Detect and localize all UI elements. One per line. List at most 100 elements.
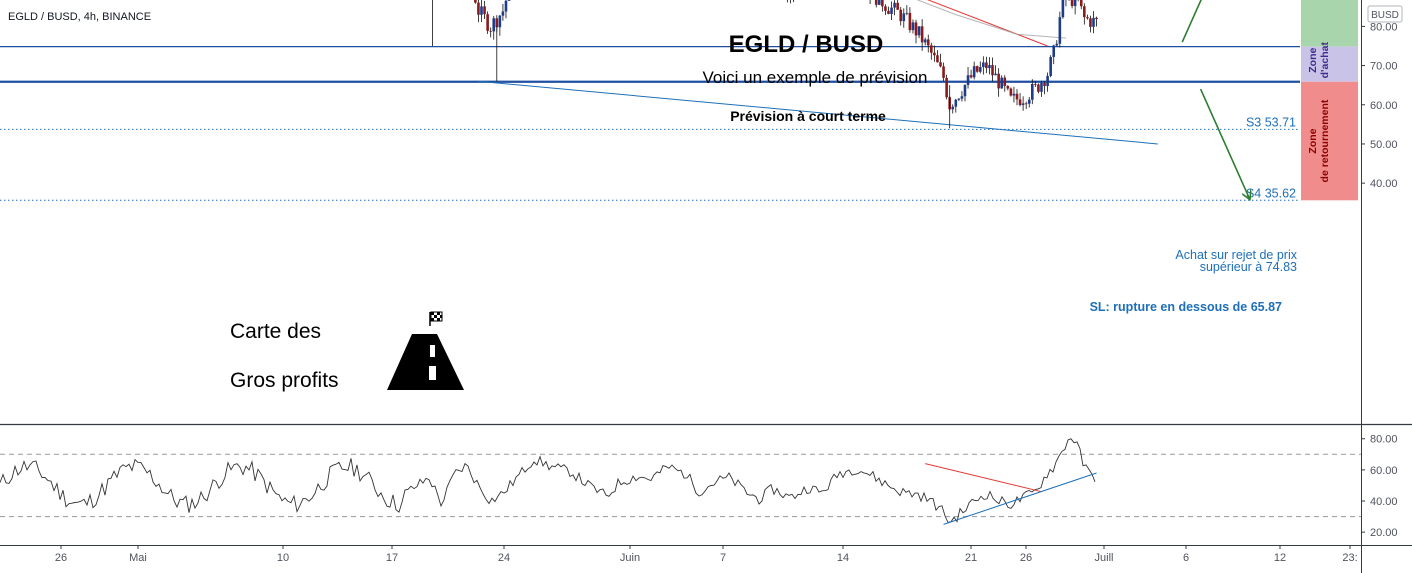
candle-body xyxy=(899,9,903,22)
candle-body xyxy=(1040,83,1043,92)
symbol-label: EGLD / BUSD, 4h, BINANCE xyxy=(8,11,151,23)
candle-body xyxy=(939,62,942,67)
candle-body xyxy=(1037,84,1040,92)
road-logo-icon xyxy=(387,311,464,390)
candle-body xyxy=(1055,43,1059,46)
forecast-arrow-1 xyxy=(1181,0,1202,43)
rsi-tick-label: 20.00 xyxy=(1370,527,1398,539)
rsi-trendline-1 xyxy=(925,463,1042,493)
time-tick-label: Juin xyxy=(620,552,640,564)
time-tick-label: 24 xyxy=(498,552,510,564)
candle-body xyxy=(489,30,492,32)
forecast-note: Prévision à court terme xyxy=(730,108,886,124)
rsi-tick-label: 80.00 xyxy=(1370,434,1398,446)
candle-body xyxy=(905,12,909,14)
price-tick-label: 50.00 xyxy=(1370,139,1398,151)
candle-body xyxy=(896,2,899,10)
trendlines xyxy=(478,0,1158,145)
candle-body xyxy=(936,55,939,63)
zone-2 xyxy=(1301,46,1358,82)
trendline-1 xyxy=(927,0,1048,47)
candle-body xyxy=(492,18,496,32)
candle-body xyxy=(911,22,915,31)
candle-body xyxy=(972,66,976,78)
candle-body xyxy=(1086,17,1089,19)
candle-body xyxy=(1006,86,1010,89)
zone-1 xyxy=(1301,0,1358,47)
candle-body xyxy=(890,7,893,14)
candle-body xyxy=(1000,77,1003,89)
candle-body xyxy=(902,13,906,22)
rsi-tick-label: 40.00 xyxy=(1370,496,1398,508)
price-tick-label: 60.00 xyxy=(1370,100,1398,112)
candle-body xyxy=(1021,103,1025,106)
time-tick-label: 7 xyxy=(720,552,726,564)
rsi-tick-label: 60.00 xyxy=(1370,465,1398,477)
candle-body xyxy=(480,6,483,15)
level-label-6: S4 35.62 xyxy=(1246,186,1296,200)
candle-body xyxy=(914,22,918,36)
candle-body xyxy=(1034,83,1037,85)
time-tick-label: 6 xyxy=(1183,552,1189,564)
candle-body xyxy=(997,73,1000,89)
forecast-arrow-5 xyxy=(1199,88,1250,199)
rsi-line xyxy=(0,438,1096,523)
brand-line-1: Carte des xyxy=(230,320,321,343)
time-tick-label: 23: xyxy=(1342,552,1357,564)
brand-line-2: Gros profits xyxy=(230,369,339,392)
level-lines: TP4 140.52TP3 115.86TP2 104.68TP1 89.55S… xyxy=(0,46,1300,201)
level-label-5: S3 53.71 xyxy=(1246,115,1296,129)
candle-body xyxy=(963,84,967,97)
candle-body xyxy=(966,75,970,85)
axes: 130.00120.00110.00100.0090.0080.0070.006… xyxy=(55,21,1398,564)
chart-title: EGLD / BUSD xyxy=(729,31,884,58)
zone-label-buy-2: d'achat xyxy=(1319,42,1331,79)
candle-body xyxy=(507,0,511,1)
time-tick-label: 21 xyxy=(965,552,977,564)
candle-body xyxy=(957,98,961,100)
candle-body xyxy=(1049,57,1052,76)
candle-body xyxy=(926,39,930,46)
candle-body xyxy=(982,62,985,68)
candle-body xyxy=(920,26,924,43)
candle-body xyxy=(887,10,890,14)
candle-body xyxy=(951,106,955,110)
rsi-panel xyxy=(0,438,1361,525)
candle-body xyxy=(942,66,945,78)
candle-body xyxy=(975,66,979,72)
price-tick-label: 80.00 xyxy=(1370,21,1398,33)
candle-body xyxy=(960,96,964,99)
candle-body xyxy=(954,99,958,107)
time-tick-label: 17 xyxy=(386,552,398,564)
candle-body xyxy=(893,2,896,8)
time-tick-label: Mai xyxy=(129,552,147,564)
zone-label-reversal-1: Zone xyxy=(1307,128,1319,153)
candle-body xyxy=(1018,99,1022,106)
buy-note-line-2: supérieur à 74.83 xyxy=(1200,260,1297,274)
candle-body xyxy=(474,0,477,3)
time-tick-label: 26 xyxy=(55,552,67,564)
rsi-trendline-2 xyxy=(943,472,1097,525)
candle-body xyxy=(884,6,887,11)
candle-body xyxy=(945,77,948,98)
candle-body xyxy=(1003,77,1007,87)
trendline-3 xyxy=(478,80,1158,145)
candle-body xyxy=(978,67,982,72)
candle-body xyxy=(1012,93,1016,96)
candle-body xyxy=(477,2,480,15)
currency-badge: BUSD xyxy=(1367,5,1403,23)
candle-body xyxy=(917,26,921,36)
zone-label-buy-1: Zone xyxy=(1307,48,1319,73)
candle-body xyxy=(486,14,489,31)
candle-body xyxy=(933,52,936,56)
candle-body xyxy=(930,45,933,53)
candle-body xyxy=(498,15,502,28)
price-tick-label: 40.00 xyxy=(1370,178,1398,190)
candle-body xyxy=(969,75,973,78)
candle-body xyxy=(881,0,884,7)
candle-body xyxy=(483,6,486,15)
candles[interactable] xyxy=(404,0,1098,129)
candle-body xyxy=(1031,83,1034,100)
